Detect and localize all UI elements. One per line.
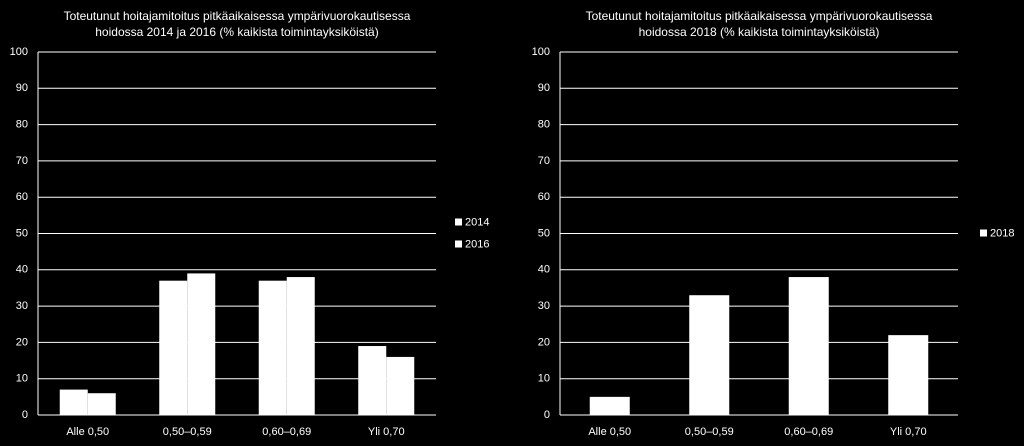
y-tick-label: 50 xyxy=(16,227,28,239)
bar xyxy=(286,277,315,415)
bar xyxy=(788,277,829,415)
legend-label: 2016 xyxy=(465,238,489,250)
bar xyxy=(258,280,287,415)
y-tick-label: 10 xyxy=(538,373,550,385)
y-tick-label: 30 xyxy=(538,300,550,312)
legend-label: 2014 xyxy=(465,216,489,228)
y-tick-label: 30 xyxy=(16,300,28,312)
x-tick-label: 0,50–0,59 xyxy=(685,426,734,438)
bar xyxy=(358,346,387,415)
y-tick-label: 80 xyxy=(16,119,28,131)
legend-swatch xyxy=(980,229,987,237)
y-tick-label: 90 xyxy=(538,82,550,94)
y-tick-label: 90 xyxy=(16,82,28,94)
y-tick-label: 0 xyxy=(544,409,550,421)
legend-label: 2018 xyxy=(990,227,1014,239)
y-tick-label: 20 xyxy=(16,336,28,348)
chart-title: hoidossa 2014 ja 2016 (% kaikista toimin… xyxy=(95,25,378,39)
x-tick-label: 0,60–0,69 xyxy=(262,426,311,438)
chart-title: Toteutunut hoitajamitoitus pitkäaikaises… xyxy=(64,9,411,23)
y-tick-label: 70 xyxy=(16,155,28,167)
bar xyxy=(187,273,216,415)
y-tick-label: 70 xyxy=(538,155,550,167)
chart-title: Toteutunut hoitajamitoitus pitkäaikaises… xyxy=(586,9,933,23)
y-tick-label: 100 xyxy=(532,46,550,58)
bar xyxy=(888,335,929,415)
y-tick-label: 20 xyxy=(538,336,550,348)
x-tick-label: Alle 0,50 xyxy=(66,426,109,438)
y-tick-label: 100 xyxy=(10,46,28,58)
x-tick-label: 0,50–0,59 xyxy=(163,426,212,438)
y-tick-label: 60 xyxy=(538,191,550,203)
bar xyxy=(87,393,116,415)
y-tick-label: 60 xyxy=(16,191,28,203)
y-tick-label: 40 xyxy=(16,264,28,276)
chart-title: hoidossa 2018 (% kaikista toimintayksikö… xyxy=(639,25,880,39)
bar xyxy=(59,389,88,415)
legend-swatch xyxy=(455,240,462,248)
bar xyxy=(159,280,188,415)
x-tick-label: Alle 0,50 xyxy=(588,426,631,438)
y-tick-label: 0 xyxy=(22,409,28,421)
bar xyxy=(589,396,630,415)
x-tick-label: Yli 0,70 xyxy=(368,426,405,438)
bar xyxy=(689,295,730,415)
legend-swatch xyxy=(455,218,462,226)
y-tick-label: 40 xyxy=(538,264,550,276)
bar xyxy=(386,356,415,415)
y-tick-label: 10 xyxy=(16,373,28,385)
y-tick-label: 80 xyxy=(538,119,550,131)
x-tick-label: 0,60–0,69 xyxy=(784,426,833,438)
y-tick-label: 50 xyxy=(538,227,550,239)
x-tick-label: Yli 0,70 xyxy=(890,426,927,438)
